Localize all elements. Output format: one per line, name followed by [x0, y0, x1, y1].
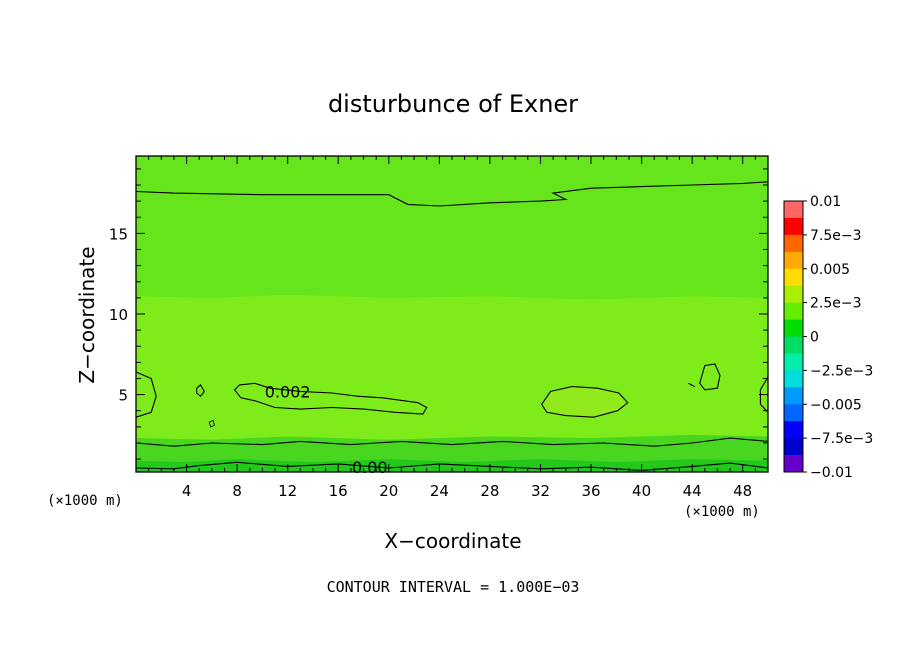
contour-line-upper: [135, 181, 769, 207]
contour-loop-small-2: [699, 363, 721, 391]
colorbar-label-1: 7.5e−3: [810, 228, 862, 244]
colorbar-segment-12: [784, 404, 803, 422]
x-tick-label-44: 44: [683, 482, 702, 500]
contour-line-left-edge: [135, 371, 157, 418]
colorbar-segment-2: [784, 234, 803, 253]
colorbar-label-7: −7.5e−3: [810, 431, 873, 447]
colorbar: 0.01 7.5e−3 0.005 2.5e−3 0 −2.5e−3 −0.005 −7.5e…: [783, 194, 873, 481]
colorbar-label-0: 0.01: [810, 194, 841, 210]
colorbar-segment-11: [784, 387, 803, 405]
x-tick-label-20: 20: [379, 482, 398, 500]
y-tick-label-10: 10: [109, 306, 128, 324]
colorbar-label-5: −2.5e−3: [810, 363, 873, 379]
colorbar-label-8: −0.01: [810, 465, 853, 481]
contour-label-0: 0.002: [265, 382, 311, 401]
colorbar-label-4: 0: [810, 330, 819, 346]
x-tick-label-28: 28: [480, 482, 499, 500]
colorbar-label-6: −0.005: [810, 397, 862, 413]
x-tick-label-40: 40: [632, 482, 651, 500]
colorbar-segment-7: [784, 319, 803, 337]
x-tick-label-48: 48: [733, 482, 752, 500]
colorbar-label-3: 2.5e−3: [810, 296, 862, 312]
x-tick-label-8: 8: [232, 482, 242, 500]
colorbar-segment-5: [784, 285, 803, 303]
x-unit-right: (×1000 m): [684, 504, 760, 520]
chart-title: disturbunce of Exner: [328, 90, 578, 118]
contour-line-low-1: [135, 437, 769, 447]
contour-interval-note: CONTOUR INTERVAL = 1.000E−03: [327, 578, 580, 596]
contour-label-1: 0.00: [352, 458, 388, 477]
contour-loop-right: [541, 386, 629, 418]
x-tick-label-12: 12: [278, 482, 297, 500]
contour-loop-0.002: [233, 382, 428, 415]
x-tick-label-32: 32: [531, 482, 550, 500]
y-tick-label-5: 5: [118, 387, 128, 405]
colorbar-segment-8: [784, 336, 803, 354]
x-tick-label-24: 24: [430, 482, 449, 500]
colorbar-segment-1: [784, 217, 803, 236]
x-axis-label: X−coordinate: [384, 529, 521, 553]
colorbar-segment-14: [784, 438, 803, 456]
colorbar-segment-13: [784, 421, 803, 439]
fill-patch: [541, 386, 628, 418]
colorbar-segment-15: [784, 455, 803, 473]
colorbar-label-2: 0.005: [810, 262, 850, 278]
y-axis-label: Z−coordinate: [75, 246, 99, 383]
x-tick-label-16: 16: [329, 482, 348, 500]
x-tick-label-36: 36: [581, 482, 600, 500]
contour-line-right-edge: [759, 376, 769, 413]
colorbar-segment-9: [784, 353, 803, 371]
x-tick-label-4: 4: [182, 482, 192, 500]
fill-band-middle: [136, 294, 768, 440]
contour-line-low-2: [135, 461, 769, 471]
contour-loop-tiny: [208, 419, 215, 428]
colorbar-segment-6: [784, 302, 803, 320]
colorbar-segment-10: [784, 370, 803, 388]
contour-line-stub: [688, 382, 695, 388]
colorbar-segment-3: [784, 251, 803, 270]
contour-loop-small-1: [196, 384, 205, 397]
colorbar-segment-0: [784, 201, 803, 219]
x-unit-left: (×1000 m): [47, 493, 123, 509]
y-tick-label-15: 15: [109, 225, 128, 243]
colorbar-segment-4: [784, 268, 803, 286]
